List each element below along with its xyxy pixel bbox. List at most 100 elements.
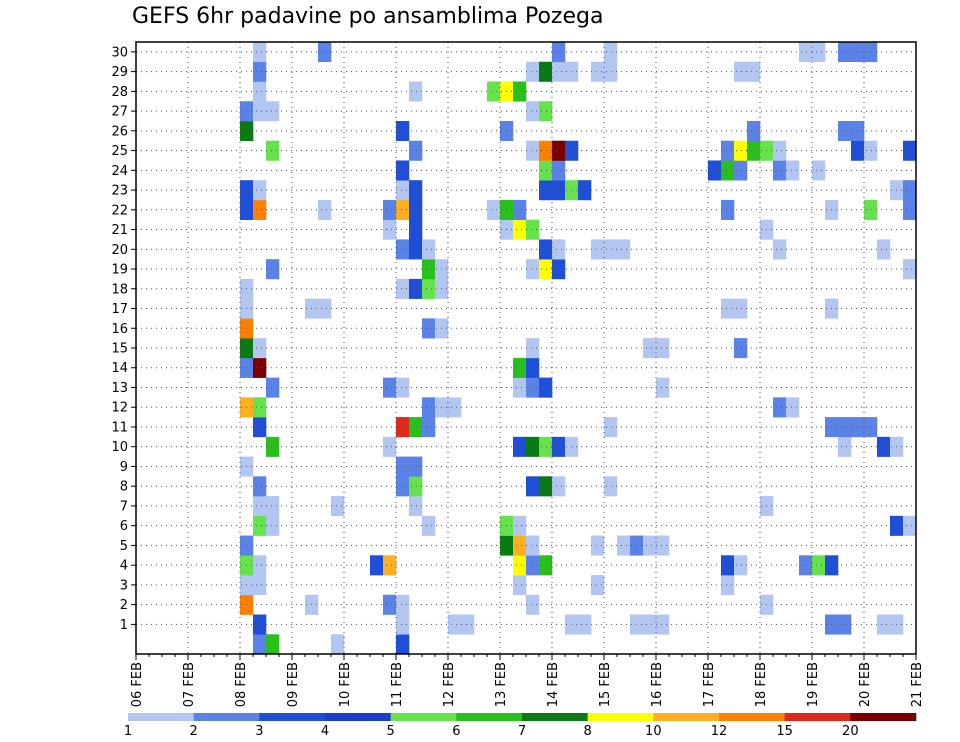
heatmap-cell xyxy=(383,436,397,457)
heatmap-cell xyxy=(539,436,553,457)
heatmap-cell xyxy=(396,377,410,398)
y-tick-label: 29 xyxy=(111,65,128,80)
y-tick-label: 4 xyxy=(120,559,128,574)
heatmap-cell xyxy=(721,140,735,161)
legend-swatch xyxy=(259,713,326,721)
heatmap-cell xyxy=(253,357,267,378)
heatmap-cell xyxy=(591,535,605,556)
heatmap-cell xyxy=(864,42,878,63)
heatmap-cell xyxy=(552,436,566,457)
legend-swatch xyxy=(587,713,654,721)
heatmap-cell xyxy=(838,614,852,635)
legend-label: 7 xyxy=(518,724,526,739)
heatmap-cell xyxy=(422,417,436,438)
heatmap-cell xyxy=(461,614,475,635)
heatmap-cell xyxy=(552,160,566,181)
heatmap-cell xyxy=(552,61,566,82)
heatmap-cell xyxy=(513,535,527,556)
heatmap-cell xyxy=(409,278,423,299)
heatmap-cell xyxy=(799,555,813,576)
heatmap-cell xyxy=(851,42,865,63)
y-tick-label: 28 xyxy=(111,85,128,100)
y-tick-label: 25 xyxy=(111,144,128,159)
heatmap-cell xyxy=(513,357,527,378)
heatmap-cell xyxy=(721,160,735,181)
heatmap-cell xyxy=(513,219,527,240)
heatmap-cell xyxy=(409,417,423,438)
y-tick-label: 15 xyxy=(111,342,128,357)
legend-label: 15 xyxy=(776,724,793,739)
heatmap-cell xyxy=(513,377,527,398)
heatmap-cell xyxy=(409,496,423,517)
heatmap-cell xyxy=(838,42,852,63)
legend-label: 2 xyxy=(190,724,198,739)
y-tick-label: 16 xyxy=(111,322,128,337)
legend-swatch xyxy=(719,713,785,721)
legend-swatch xyxy=(850,713,917,721)
heatmap-cell xyxy=(552,140,566,161)
heatmap-cell xyxy=(552,476,566,497)
heatmap-cell xyxy=(253,338,267,359)
legend-label: 20 xyxy=(842,724,859,739)
heatmap-cell xyxy=(864,417,878,438)
heatmap-cell xyxy=(747,140,761,161)
chart-title: GEFS 6hr padavine po ansamblima Pozega xyxy=(132,4,604,29)
y-tick-label: 17 xyxy=(111,302,128,317)
x-axis: 06 FEB 07 FEB 08 FEB 09 FEB 10 FEB 11 FEB 12 F… xyxy=(130,654,925,707)
heatmap-cell xyxy=(656,535,670,556)
y-tick-label: 1 xyxy=(120,618,128,633)
heatmap-cell xyxy=(591,61,605,82)
heatmap-cell xyxy=(539,239,553,260)
heatmap-cell xyxy=(578,614,592,635)
heatmap-cell xyxy=(526,101,540,122)
heatmap-cell xyxy=(721,555,735,576)
heatmap-cell xyxy=(526,476,540,497)
y-tick-label: 21 xyxy=(111,223,128,238)
heatmap-cell xyxy=(721,575,735,596)
legend-label: 10 xyxy=(645,724,662,739)
y-axis: 1234567891011121314151617181920212223242… xyxy=(111,45,136,633)
heatmap-cell xyxy=(422,278,436,299)
heatmap-cell xyxy=(877,239,891,260)
heatmap-cell xyxy=(513,515,527,536)
heatmap-cell xyxy=(253,101,267,122)
heatmap-cell xyxy=(734,555,748,576)
heatmap-cell xyxy=(643,338,657,359)
x-tick-label: 07 FEB xyxy=(182,662,197,707)
heatmap-cell xyxy=(396,120,410,142)
heatmap-cell xyxy=(409,199,423,220)
legend-swatch xyxy=(193,713,260,721)
heatmap-cell xyxy=(773,397,787,418)
y-tick-label: 30 xyxy=(111,45,128,60)
x-tick-label: 14 FEB xyxy=(546,662,561,707)
heatmap-cell xyxy=(838,120,852,142)
heatmap-cell xyxy=(422,239,436,260)
y-tick-label: 23 xyxy=(111,184,128,199)
heatmap-cell xyxy=(266,436,280,457)
heatmap-cell xyxy=(747,120,761,142)
heatmap-cell xyxy=(331,634,345,655)
legend-swatch xyxy=(653,713,720,721)
legend-swatch xyxy=(128,713,194,721)
legend-label: 3 xyxy=(255,724,263,739)
heatmap-cell xyxy=(253,614,267,635)
heatmap-cell xyxy=(539,476,553,497)
heatmap-cell xyxy=(734,298,748,319)
y-tick-label: 5 xyxy=(120,539,128,554)
heatmap-cell xyxy=(526,338,540,359)
heatmap-cell xyxy=(578,180,592,201)
y-tick-label: 27 xyxy=(111,105,128,120)
y-tick-label: 2 xyxy=(120,598,128,613)
heatmap-cell xyxy=(604,61,618,82)
heatmap-cell xyxy=(617,535,631,556)
heatmap-cell xyxy=(552,180,566,201)
heatmap-cell xyxy=(539,101,553,122)
heatmap-cell xyxy=(799,42,813,63)
heatmap-cell xyxy=(266,101,280,122)
heatmap-cell xyxy=(526,61,540,82)
y-tick-label: 22 xyxy=(111,203,128,218)
heatmap-cell xyxy=(409,456,423,477)
heatmap-cell xyxy=(318,42,332,63)
heatmap-cell xyxy=(734,61,748,82)
